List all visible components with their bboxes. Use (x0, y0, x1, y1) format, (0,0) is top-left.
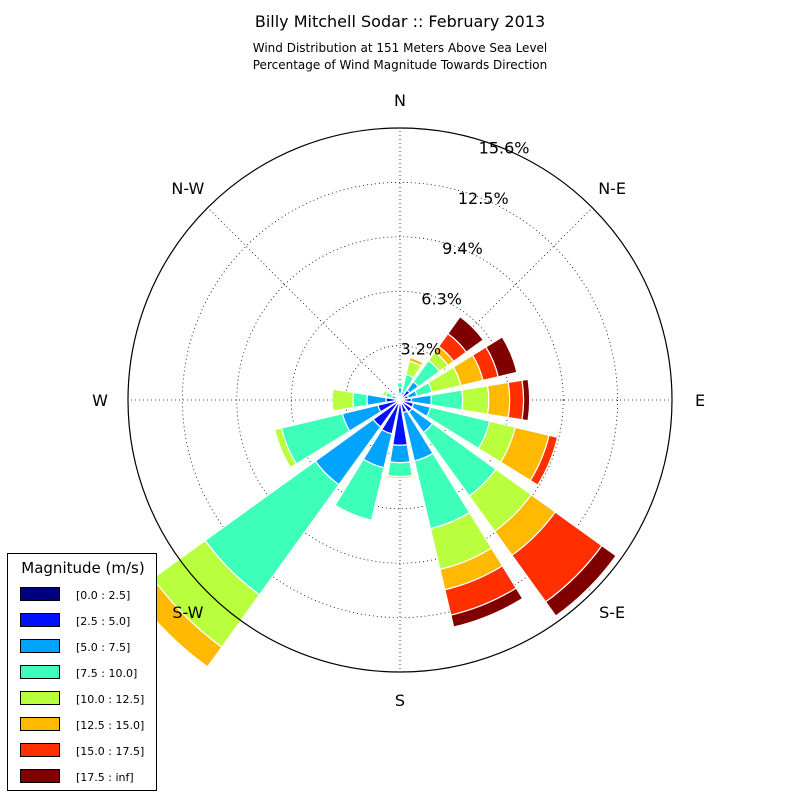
wind-rose-bars (132, 315, 617, 668)
wedge-dir270-bin3 (352, 391, 369, 409)
compass-label-n: N (394, 91, 406, 110)
legend-swatch (20, 743, 60, 757)
grid-ring-3 (236, 236, 564, 564)
legend-swatch (20, 717, 60, 731)
grid-ring-4 (181, 181, 619, 619)
legend-item: [10.0 : 12.5] (20, 691, 150, 707)
wedge-dir180-bin3 (387, 461, 413, 478)
radial-tick-label-5: 15.6% (479, 139, 530, 158)
legend-swatch (20, 665, 60, 679)
wedge-dir135-bin7 (544, 544, 617, 617)
compass-label-e: E (695, 391, 705, 410)
wedge-dir270-bin4 (331, 388, 355, 412)
polar-labels: N N-E E S-E S S-W W N-W 3.2% 6.3% 9.4% 12.5% 15.6% (92, 91, 705, 710)
legend-item: [0.0 : 2.5] (20, 587, 150, 603)
wedge-dir67.5-bin7 (485, 336, 518, 378)
wedge-dir90-bin5 (486, 381, 511, 419)
wedge-dir247.5-bin4 (273, 427, 298, 469)
legend-swatch (20, 769, 60, 783)
radial-tick-label-4: 12.5% (458, 189, 509, 208)
wedge-dir90-bin3 (430, 389, 464, 411)
wedge-dir0-bin3 (396, 381, 404, 389)
compass-label-n-w: N-W (171, 179, 204, 198)
wedge-dir112.5-bin6 (529, 434, 559, 486)
legend-label: [7.5 : 10.0] (76, 667, 138, 680)
legend-swatch (20, 613, 60, 627)
wedge-dir292.5-bin4 (381, 389, 389, 398)
wedge-dir0-bin4 (396, 381, 404, 384)
wedge-dir180-bin2 (389, 443, 411, 464)
wedge-dir180-bin5 (386, 474, 414, 479)
chart-title: Billy Mitchell Sodar :: February 2013 (254, 12, 546, 31)
legend-label: [2.5 : 5.0] (76, 615, 131, 628)
wedge-dir337.5-bin4 (395, 392, 400, 396)
legend-item: [12.5 : 15.0] (20, 717, 150, 733)
legend-item: [15.0 : 17.5] (20, 743, 150, 759)
chart-subtitle-line-1: Wind Distribution at 151 Meters Above Se… (252, 41, 548, 55)
wedge-dir157.5-bin7 (450, 587, 524, 628)
outer-boundary-circle (127, 127, 673, 673)
legend-label: [17.5 : inf] (76, 771, 134, 784)
radial-tick-label-3: 9.4% (442, 239, 483, 258)
radial-tick-label-2: 6.3% (421, 289, 462, 308)
legend-label: [0.0 : 2.5] (76, 589, 131, 602)
legend-item: [5.0 : 7.5] (20, 639, 150, 655)
chart-subtitle-line-2: Percentage of Wind Magnitude Towards Dir… (252, 58, 548, 72)
grid-spoke-315 (207, 207, 401, 401)
legend-label: [15.0 : 17.5] (76, 745, 145, 758)
legend-swatch (20, 691, 60, 705)
compass-label-w: W (92, 391, 108, 410)
legend-label: [12.5 : 15.0] (76, 719, 145, 732)
legend-label: [5.0 : 7.5] (76, 641, 131, 654)
wedge-dir90-bin4 (461, 385, 490, 415)
wedge-dir202.5-bin3 (334, 458, 385, 522)
legend-label: [10.0 : 12.5] (76, 693, 145, 706)
compass-label-s-e: S-E (599, 603, 625, 622)
grid-spoke-45 (399, 207, 593, 401)
radial-tick-label-1: 3.2% (400, 340, 441, 359)
legend: Magnitude (m/s) [0.0 : 2.5] [2.5 : 5.0] [5… (7, 553, 157, 791)
wedge-dir90-bin6 (507, 379, 525, 421)
legend-swatch (20, 639, 60, 653)
legend-item: [7.5 : 10.0] (20, 665, 150, 681)
compass-label-s: S (395, 691, 405, 710)
wedge-dir45-bin7 (447, 315, 485, 353)
legend-item: [2.5 : 5.0] (20, 613, 150, 629)
compass-label-s-w: S-W (172, 603, 203, 622)
legend-title: Magnitude (m/s) (21, 559, 145, 577)
legend-item: [17.5 : inf] (20, 769, 150, 785)
legend-swatch (20, 587, 60, 601)
wedge-dir90-bin7 (521, 378, 531, 422)
compass-label-n-e: N-E (598, 179, 626, 198)
wedge-dir22.5-bin5 (408, 356, 424, 367)
